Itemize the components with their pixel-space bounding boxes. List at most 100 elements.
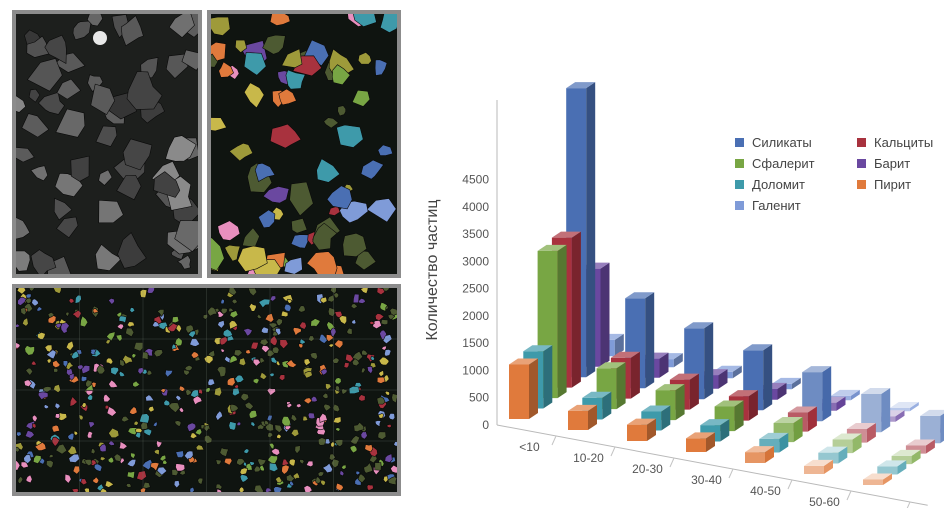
bse-particle — [90, 83, 116, 116]
legend-item-Пирит: Пирит — [857, 177, 911, 192]
mosaic-particle — [253, 484, 264, 492]
map-particle — [336, 124, 364, 148]
mosaic-particle — [16, 459, 21, 471]
mosaic-particle — [273, 486, 283, 492]
mosaic-particle — [129, 307, 136, 314]
mosaic-particle — [174, 336, 183, 347]
mosaic-particle — [118, 441, 128, 450]
mosaic-particle — [222, 328, 234, 338]
mosaic-particle — [217, 319, 225, 329]
x-tick-labels: <10 10-20 20-30 30-40 40-50 50-60 — [519, 440, 840, 508]
mosaic-particle — [283, 303, 292, 313]
mosaic-particle — [378, 356, 390, 366]
mosaic-particle — [245, 349, 252, 355]
mosaic-particle — [162, 459, 168, 465]
bar-Доломит-last — [877, 460, 907, 475]
mosaic-particle — [333, 339, 344, 349]
map-particle — [360, 159, 385, 180]
map-particle — [262, 34, 286, 55]
map-particle — [281, 48, 303, 69]
mosaic-particle — [134, 431, 141, 439]
mosaic-particle — [194, 428, 203, 436]
y-tick-label: 500 — [469, 391, 489, 405]
svg-text:Силикаты: Силикаты — [752, 135, 812, 150]
mosaic-particle — [351, 358, 360, 367]
mosaic-particle — [281, 415, 291, 427]
mosaic-particle — [242, 327, 253, 337]
mosaic-particle — [65, 340, 75, 352]
mosaic-particle — [293, 472, 301, 480]
mosaic-particle — [167, 322, 179, 333]
mosaic-particle — [99, 456, 107, 462]
mosaic-particle — [213, 386, 223, 397]
bse-particle — [53, 197, 73, 221]
mosaic-particle — [228, 307, 234, 313]
mosaic-particle — [244, 401, 254, 411]
map-particle — [289, 181, 314, 217]
mosaic-particle — [389, 307, 397, 316]
mosaic-particle — [151, 320, 160, 328]
mosaic-particle — [353, 421, 365, 433]
mosaic-particle — [118, 370, 126, 377]
mosaic-particle — [28, 288, 35, 292]
mosaic-particle — [62, 360, 69, 368]
mosaic-particle — [386, 423, 392, 429]
mosaic-particle — [108, 427, 120, 439]
mosaic-particle — [146, 288, 155, 294]
mineral-map-particles — [211, 14, 397, 274]
svg-text:Галенит: Галенит — [752, 198, 801, 213]
mosaic-particle — [259, 338, 270, 347]
mosaic-particle — [256, 313, 263, 320]
mosaic-particle — [376, 288, 386, 296]
mosaic-particle — [118, 315, 127, 324]
mosaic-particle — [276, 433, 282, 440]
mosaic-particle — [239, 467, 249, 476]
svg-text:Доломит: Доломит — [752, 177, 805, 192]
mosaic-particle — [361, 349, 369, 356]
mosaic-particle — [107, 440, 115, 446]
mosaic-particle — [345, 353, 354, 363]
bse-particle — [177, 254, 191, 270]
mosaic-particle — [119, 359, 126, 367]
mosaic-particle — [106, 406, 118, 417]
mosaic-particle — [192, 395, 203, 406]
mosaic-particle — [175, 463, 186, 472]
mosaic-particle — [238, 357, 247, 367]
mosaic-particle — [69, 395, 78, 407]
map-particle — [211, 16, 231, 36]
mosaic-particle — [321, 392, 329, 399]
mosaic-particle — [187, 455, 195, 464]
mosaic-particle — [285, 473, 296, 482]
mosaic-particle — [216, 488, 223, 492]
mosaic-particle — [173, 480, 181, 489]
mosaic-particle — [378, 369, 385, 378]
mosaic-particle — [334, 377, 342, 385]
mosaic-particle — [303, 397, 313, 405]
bse-particle — [98, 199, 124, 224]
y-tick-label: 4500 — [462, 173, 489, 187]
map-particle — [211, 237, 225, 271]
map-particle — [366, 198, 397, 223]
mosaic-particle — [305, 460, 314, 468]
mosaic-particle — [351, 318, 357, 325]
bse-particle — [181, 49, 198, 71]
mosaic-particle — [317, 437, 327, 446]
mosaic-particle — [279, 339, 289, 350]
mosaic-particle — [88, 421, 96, 429]
mosaic-particle — [258, 298, 271, 309]
y-tick-label: 3500 — [462, 227, 489, 241]
mosaic-particle — [139, 413, 150, 424]
mosaic-particle — [80, 375, 87, 382]
bar-Силикаты-50-60 — [861, 388, 891, 433]
mosaic-particle — [271, 346, 280, 354]
mosaic-particle — [93, 463, 103, 472]
mosaic-particle — [275, 476, 283, 484]
mosaic-particle — [330, 458, 340, 469]
mosaic-particle — [126, 459, 137, 468]
svg-text:Барит: Барит — [874, 156, 910, 171]
mosaic-particle — [174, 420, 182, 428]
mosaic-particle — [343, 362, 350, 369]
bse-particle — [122, 138, 153, 171]
map-particle — [331, 64, 351, 86]
mosaic-particle — [52, 359, 61, 368]
